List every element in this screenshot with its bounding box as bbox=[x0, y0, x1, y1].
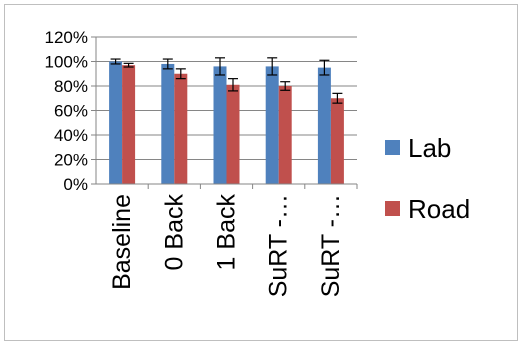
y-tick-label: 0% bbox=[63, 175, 88, 194]
legend: Lab Road bbox=[385, 133, 470, 224]
bar-road-1 bbox=[174, 73, 188, 184]
bars bbox=[109, 61, 344, 185]
bar-lab-1 bbox=[161, 63, 175, 185]
legend-label-lab: Lab bbox=[408, 133, 451, 163]
bar-lab-0 bbox=[109, 61, 123, 184]
x-tick-label-4: SuRT -… bbox=[317, 194, 345, 297]
bar-road-2 bbox=[226, 84, 240, 184]
x-tick-label-2: 1 Back bbox=[213, 194, 241, 271]
y-tick-label: 80% bbox=[54, 77, 88, 96]
gridlines bbox=[96, 36, 357, 160]
y-tick-label: 60% bbox=[54, 102, 88, 121]
error-bars bbox=[110, 57, 343, 104]
bar-road-3 bbox=[278, 86, 292, 184]
bar-road-0 bbox=[122, 65, 136, 184]
x-tick-label-1: 0 Back bbox=[160, 194, 188, 271]
y-tick-label: 100% bbox=[45, 53, 88, 72]
x-tick-label-3: SuRT -… bbox=[265, 194, 293, 297]
y-tick-labels: 0% 20% 40% 60% 80% 100% 120% bbox=[45, 28, 88, 194]
chart-frame bbox=[4, 4, 518, 341]
bar-lab-2 bbox=[213, 66, 227, 184]
y-tick-label: 40% bbox=[54, 126, 88, 145]
y-tick-label: 20% bbox=[54, 151, 88, 170]
bar-road-4 bbox=[330, 98, 344, 184]
y-tick-label: 120% bbox=[45, 28, 88, 47]
legend-label-road: Road bbox=[408, 194, 470, 224]
bar-lab-3 bbox=[265, 66, 279, 184]
legend-swatch-lab bbox=[385, 140, 400, 155]
x-tick-label-0: Baseline bbox=[108, 194, 136, 290]
x-tick-labels: Baseline 0 Back 1 Back SuRT -… SuRT -… bbox=[108, 194, 345, 298]
axes bbox=[91, 36, 358, 189]
bar-lab-4 bbox=[317, 67, 331, 184]
legend-swatch-road bbox=[385, 201, 400, 216]
